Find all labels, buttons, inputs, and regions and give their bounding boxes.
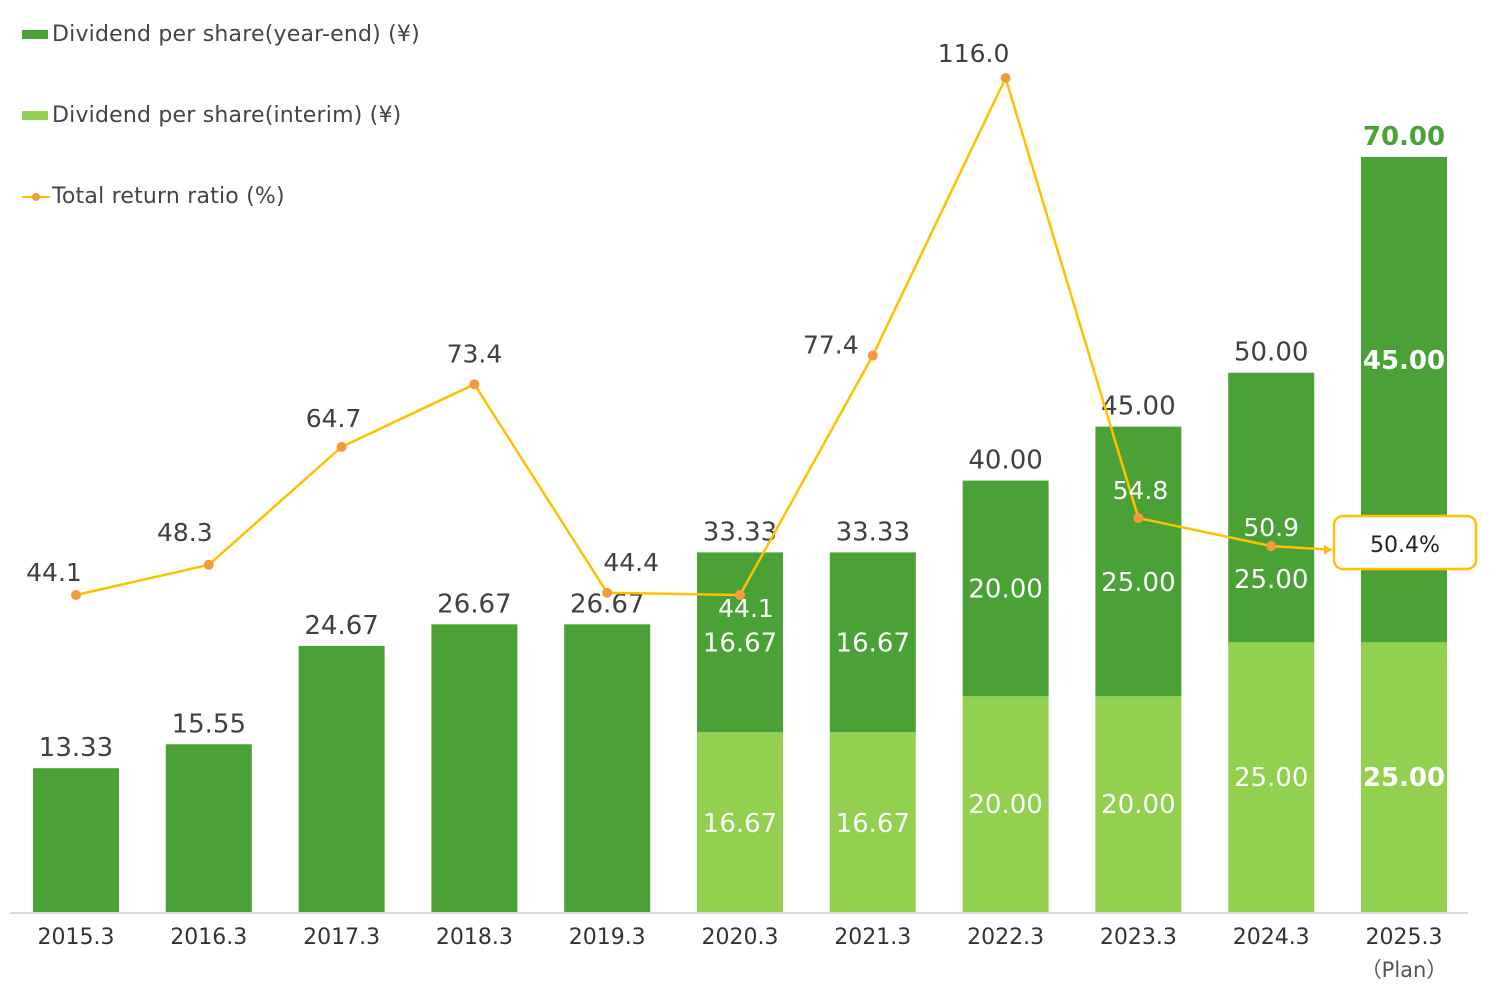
ratio-point-2019.3 bbox=[602, 587, 613, 598]
ratio-point-2023.3 bbox=[1133, 513, 1144, 524]
x-tick-2020.3: 2020.3 bbox=[702, 925, 779, 950]
label-total-2021.3: 33.33 bbox=[836, 517, 910, 547]
ratio-label-2019.3: 44.4 bbox=[603, 548, 659, 577]
bar-year-end-2020.3 bbox=[697, 552, 783, 733]
legend-label-return-ratio: Total return ratio (%) bbox=[52, 184, 285, 209]
x-axis-labels: 2015.3 2016.3 2017.3 2018.3 2019.3 2020.3 2021… bbox=[38, 925, 1448, 982]
label-interim-2022.3: 20.00 bbox=[968, 790, 1042, 820]
x-tick-2021.3: 2021.3 bbox=[834, 925, 911, 950]
legend-swatch-return-ratio bbox=[22, 191, 50, 203]
label-total-2017.3: 24.67 bbox=[304, 611, 378, 641]
ratio-label-2023.3: 54.8 bbox=[1113, 476, 1169, 505]
x-tick-2017.3: 2017.3 bbox=[303, 925, 380, 950]
label-total-2022.3: 40.00 bbox=[968, 446, 1042, 476]
label-interim-2025.3: 25.00 bbox=[1363, 763, 1445, 793]
label-total-2024.3: 50.00 bbox=[1234, 338, 1308, 368]
bar-year-end-2021.3 bbox=[829, 552, 916, 733]
bar-year-end-2017.3 bbox=[298, 645, 385, 912]
bar-year-end-2019.3 bbox=[564, 624, 651, 912]
ratio-point-2020.3 bbox=[735, 590, 745, 600]
ratio-point-2021.3 bbox=[867, 350, 878, 361]
legend-item-interim: Dividend per share(interim) (¥) bbox=[22, 103, 401, 128]
ratio-label-2024.3: 50.9 bbox=[1243, 513, 1299, 542]
bar-interim-2022.3 bbox=[962, 696, 1049, 912]
legend-label-interim: Dividend per share(interim) (¥) bbox=[52, 103, 402, 128]
label-year-end-2025.3: 45.00 bbox=[1363, 346, 1445, 376]
x-tick-2023.3: 2023.3 bbox=[1100, 925, 1177, 950]
bar-year-end-2024.3 bbox=[1228, 372, 1315, 643]
bar-interim-2020.3 bbox=[697, 732, 783, 912]
legend-item-year-end: Dividend per share(year-end) (¥) bbox=[22, 22, 420, 47]
ratio-point-2016.3 bbox=[203, 559, 214, 570]
label-year-end-2023.3: 25.00 bbox=[1101, 568, 1175, 598]
label-total-2015.3: 13.33 bbox=[39, 733, 113, 763]
legend-swatch-interim bbox=[22, 111, 48, 120]
x-tick-2024.3: 2024.3 bbox=[1233, 925, 1310, 950]
legend-swatch-year-end bbox=[22, 30, 48, 39]
bar-interim-2021.3 bbox=[829, 732, 916, 912]
bar-interim-2024.3 bbox=[1228, 642, 1315, 912]
x-tick-2015.3: 2015.3 bbox=[38, 925, 115, 950]
label-total-2025.3: 70.00 bbox=[1363, 122, 1445, 152]
label-year-end-2020.3: 16.67 bbox=[703, 628, 777, 658]
label-total-2020.3: 33.33 bbox=[703, 517, 777, 547]
callout-arrow-icon bbox=[1324, 544, 1332, 555]
bar-year-end-2015.3 bbox=[33, 768, 119, 912]
ratio-label-2025.3: 50.4% bbox=[1370, 533, 1440, 558]
bar-interim-2025.3 bbox=[1361, 642, 1447, 912]
label-year-end-2022.3: 20.00 bbox=[968, 574, 1042, 604]
bar-year-end-2016.3 bbox=[165, 744, 252, 912]
label-interim-2023.3: 20.00 bbox=[1101, 790, 1175, 820]
ratio-label-2017.3: 64.7 bbox=[306, 404, 362, 433]
return-ratio-line-layer: 44.1 48.3 64.7 73.4 44.4 44.1 77.4 116.0 54.8 50.… bbox=[26, 39, 1478, 623]
bar-year-end-2022.3 bbox=[962, 480, 1049, 697]
label-interim-2021.3: 16.67 bbox=[836, 809, 910, 839]
label-year-end-2021.3: 16.67 bbox=[836, 628, 910, 658]
x-tick-2022.3: 2022.3 bbox=[967, 925, 1044, 950]
ratio-label-2022.3: 116.0 bbox=[938, 39, 1010, 68]
x-tick-2018.3: 2018.3 bbox=[436, 925, 513, 950]
ratio-callout-box bbox=[1332, 514, 1478, 571]
label-interim-2024.3: 25.00 bbox=[1234, 763, 1308, 793]
label-year-end-2024.3: 25.00 bbox=[1234, 565, 1308, 595]
label-total-2016.3: 15.55 bbox=[172, 709, 246, 739]
legend-label-year-end: Dividend per share(year-end) (¥) bbox=[52, 22, 420, 47]
ratio-label-2021.3: 77.4 bbox=[803, 331, 859, 360]
label-interim-2020.3: 16.67 bbox=[703, 809, 777, 839]
legend-item-return-ratio: Total return ratio (%) bbox=[22, 184, 285, 209]
x-tick-2019.3: 2019.3 bbox=[569, 925, 646, 950]
ratio-point-2015.3 bbox=[71, 590, 81, 600]
ratio-point-2018.3 bbox=[469, 379, 480, 390]
ratio-point-2024.3 bbox=[1266, 541, 1277, 552]
ratio-label-2020.3: 44.1 bbox=[718, 594, 774, 623]
x-tick-2016.3: 2016.3 bbox=[170, 925, 247, 950]
bar-year-end-2018.3 bbox=[431, 624, 518, 912]
ratio-point-2022.3 bbox=[1000, 73, 1011, 83]
bar-interim-2023.3 bbox=[1095, 696, 1182, 912]
ratio-label-2015.3: 44.1 bbox=[26, 558, 82, 587]
x-sublabel-2025.3: （Plan） bbox=[1361, 958, 1448, 982]
bars-layer bbox=[33, 157, 1447, 912]
ratio-point-2017.3 bbox=[336, 441, 347, 452]
label-total-2018.3: 26.67 bbox=[437, 589, 511, 619]
x-tick-2025.3: 2025.3 bbox=[1366, 925, 1443, 950]
label-total-2023.3: 45.00 bbox=[1101, 392, 1175, 422]
ratio-label-2018.3: 73.4 bbox=[447, 339, 503, 368]
bar-year-end-2023.3 bbox=[1095, 426, 1182, 697]
ratio-label-2016.3: 48.3 bbox=[157, 518, 213, 547]
